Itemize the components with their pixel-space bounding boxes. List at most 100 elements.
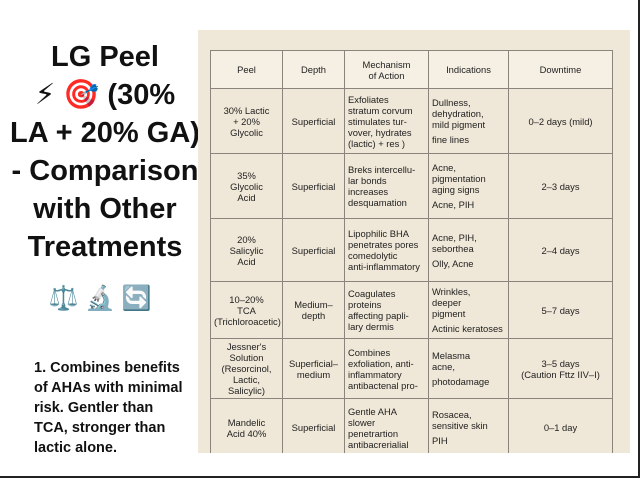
- cell-text: Superficial: [291, 244, 336, 256]
- table-cell: Medium– depth: [282, 281, 345, 339]
- cell-text: Acid: [237, 255, 256, 267]
- cell-text: Superficial: [291, 115, 336, 127]
- cell-text: fine lines: [432, 134, 470, 145]
- cell-text: pigment: [432, 308, 466, 319]
- cell-text: (lactic) + res ): [348, 137, 406, 149]
- cell-text: PIH: [432, 435, 448, 446]
- table-cell: Breks intercellu-lar bonds increases desqu…: [344, 153, 429, 219]
- cell-text: Exfoliates: [348, 93, 389, 105]
- table-row: 20% Salicylic Acid Superficial Lipophilic BH…: [210, 218, 613, 282]
- cell-text: Acne, PIH: [432, 199, 475, 210]
- table-row: 30% Lactic + 20% Glycolic Superficial Exfoli…: [210, 88, 613, 154]
- cell-text: seborthea: [432, 242, 474, 254]
- table-cell: Acne, pigmentation aging signs Acne, PIH: [428, 153, 509, 219]
- title-line: LG Peel: [51, 41, 159, 73]
- cell-text: Medium–: [294, 299, 333, 310]
- cell-text: 0–1 day: [543, 422, 578, 433]
- cell-text: Solution: [229, 352, 264, 363]
- cell-text: Olly, Acne: [432, 257, 474, 269]
- cell-text: comedolytic: [348, 250, 398, 261]
- cell-text: Acid: [237, 191, 256, 203]
- cell-text: Jessner's: [226, 341, 267, 352]
- cell-text: Superficial–: [289, 357, 338, 369]
- cell-text: 2–4 days: [541, 244, 580, 256]
- table-cell: Melasma acne, photodamage: [428, 338, 509, 399]
- cell-text: Wrinkles,: [432, 286, 471, 297]
- cell-text: Breks intercellu-: [348, 164, 416, 175]
- cell-text: 0–2 days (mild): [528, 115, 593, 127]
- table-cell: Superficial: [282, 153, 345, 219]
- cell-text: Dullness,: [432, 97, 471, 108]
- cell-text: (Resorcinol,: [221, 363, 272, 374]
- table-cell: 0–2 days (mild): [508, 88, 613, 154]
- cell-text: Combines: [348, 346, 391, 358]
- cell-text: 2–3 days: [541, 180, 580, 192]
- cell-text: Melasma: [432, 350, 471, 361]
- cell-text: 3–5 days: [541, 357, 580, 369]
- cell-text: proteins: [348, 299, 382, 310]
- table-panel: Peel Depth Mechanism of Action Indications Do…: [198, 30, 630, 453]
- table-row: Mandelic Acid 40% Superficial Gentle AHA slo…: [210, 398, 613, 453]
- table-cell: Acne, PIH, seborthea Olly, Acne: [428, 218, 509, 282]
- cell-text: medium: [296, 368, 331, 380]
- cell-text: Mandelic: [227, 416, 266, 428]
- header-cell: Peel: [210, 50, 283, 89]
- cell-text: inflammatory: [348, 368, 402, 380]
- header-text: Depth: [300, 64, 327, 75]
- cell-text: 20%: [237, 233, 256, 245]
- table-cell: Rosacea, sensitive skin PIH: [428, 398, 509, 453]
- cell-text: Salicylic: [229, 244, 264, 256]
- cell-text: Acne, PIH,: [432, 231, 477, 243]
- cell-text: photodamage: [432, 376, 490, 387]
- note: 1. Combines benefits of AHAs with minimal…: [34, 358, 204, 458]
- cell-text: aging signs: [432, 184, 480, 195]
- header-text: of Action: [368, 69, 405, 81]
- note-line: 1. Combines benefits: [34, 360, 180, 376]
- cell-text: Actinic keratoses: [432, 323, 503, 334]
- note-line: TCA, stronger than: [34, 420, 166, 436]
- table-cell: Coagulates proteins affecting papli-lary d…: [344, 281, 429, 339]
- table-cell: 30% Lactic + 20% Glycolic: [210, 88, 283, 154]
- title-line: with Other: [33, 193, 177, 225]
- cell-text: 30% Lactic: [223, 104, 270, 116]
- table-cell: 10–20% TCA (Trichloroacetic): [210, 281, 283, 339]
- header-cell: Downtime: [508, 50, 613, 89]
- header-cell: Indications: [428, 50, 509, 89]
- header-cell: Depth: [282, 50, 345, 89]
- table-cell: Superficial: [282, 218, 345, 282]
- comparison-table: Peel Depth Mechanism of Action Indications Do…: [210, 50, 613, 453]
- header-text: Mechanism: [362, 58, 411, 70]
- table-cell: Gentle AHA slower penetrartion antibacreria…: [344, 398, 429, 453]
- table-cell: 35% Glycolic Acid: [210, 153, 283, 219]
- header-text: Indications: [446, 64, 491, 75]
- cell-text: 5–7 days: [541, 304, 580, 316]
- cell-text: stimulates tur-: [348, 115, 407, 127]
- table-cell: Superficial: [282, 398, 345, 453]
- table-cell: Jessner's Solution (Resorcinol, Lactic, Sal…: [210, 338, 283, 399]
- cell-text: affecting papli-: [348, 310, 409, 321]
- cell-text: anti-inflammatory: [348, 261, 420, 272]
- cell-text: Glycolic: [230, 126, 263, 138]
- cell-text: Acid 40%: [226, 427, 267, 439]
- table-cell: 3–5 days (Caution Fttz IIV–I): [508, 338, 613, 399]
- cell-text: lar bonds: [348, 175, 387, 186]
- header-row: Peel Depth Mechanism of Action Indications Do…: [210, 50, 613, 89]
- cell-text: desquamation: [348, 197, 407, 208]
- cell-text: Acne,: [432, 162, 456, 173]
- cell-text: antibacrerialial: [348, 438, 409, 450]
- table-cell: Superficial: [282, 88, 345, 154]
- cell-text: lary dermis: [348, 321, 394, 332]
- table-cell: Dullness, dehydration, mild pigment fine li…: [428, 88, 509, 154]
- table-cell: 0–1 day: [508, 398, 613, 453]
- cell-text: 35%: [237, 169, 256, 181]
- cell-text: antibactenal pro-: [348, 379, 418, 391]
- cell-text: Glycolic: [230, 180, 263, 192]
- cell-text: Gentle AHA: [348, 405, 397, 417]
- title-line: - Comparison: [11, 155, 199, 187]
- cell-text: Lipophilic BHA: [348, 228, 409, 239]
- cell-text: vover, hydrates: [348, 126, 412, 138]
- cell-text: (Caution Fttz IIV–I): [521, 368, 600, 380]
- table-cell: 5–7 days: [508, 281, 613, 339]
- table-cell: Combines exfoliation, anti-inflammatory an…: [344, 338, 429, 399]
